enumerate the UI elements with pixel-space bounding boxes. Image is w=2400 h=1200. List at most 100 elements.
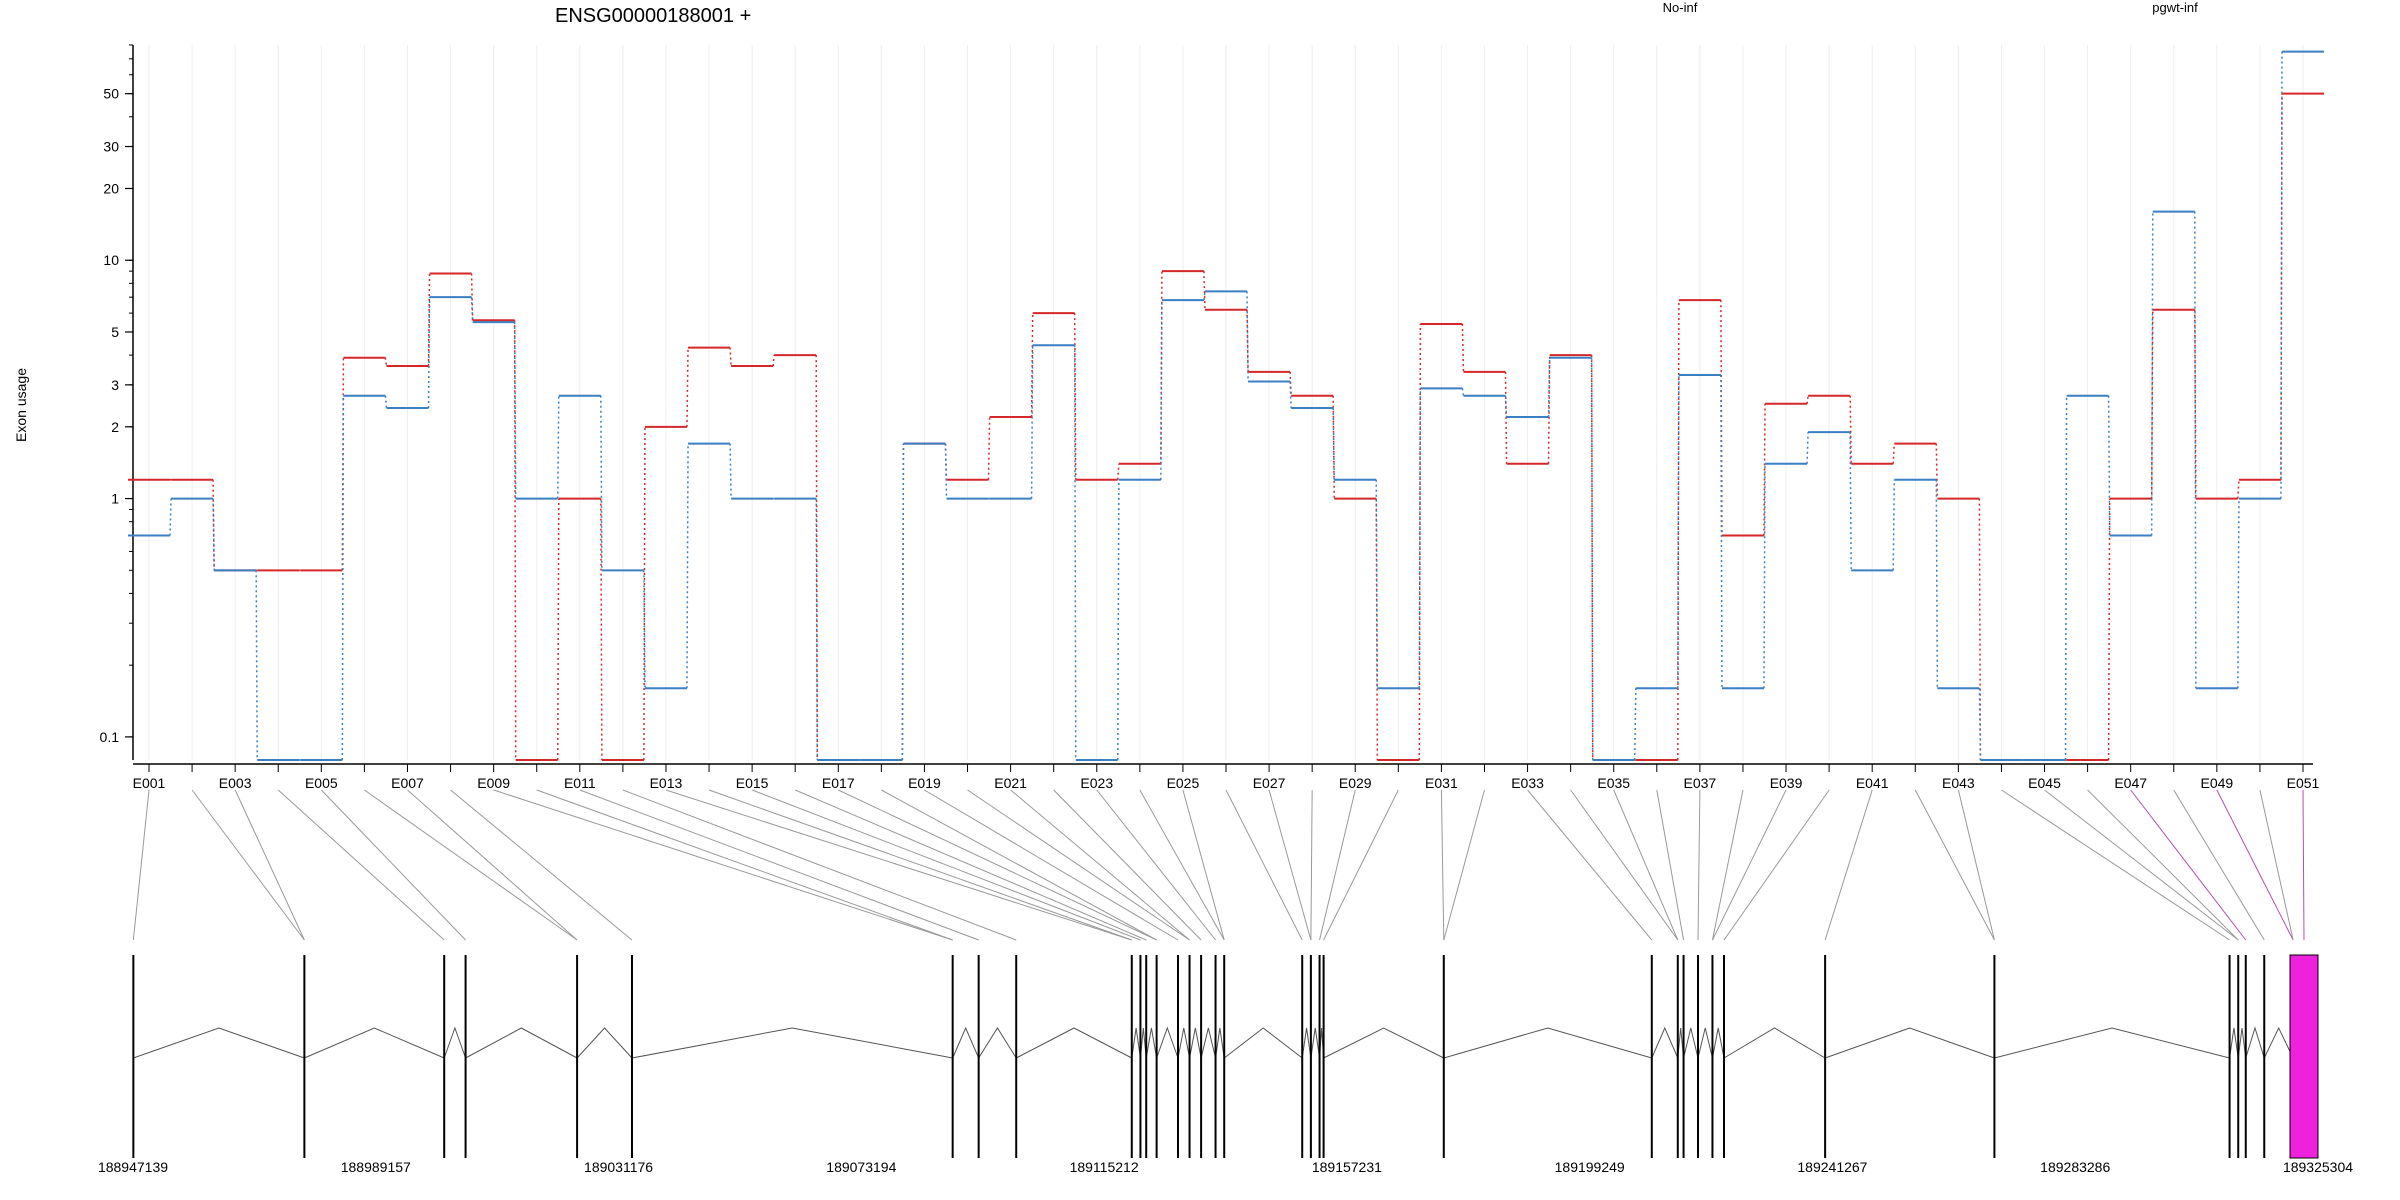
y-tick-label: 2: [111, 419, 119, 435]
y-tick-label: 3: [111, 377, 119, 393]
series-connector: [1332, 395, 1335, 499]
intron: [1651, 1026, 1679, 1059]
series-connector: [1504, 395, 1508, 417]
exon-connector: [1697, 789, 1701, 941]
intron: [1994, 1027, 2230, 1059]
coordinate-label: 189031176: [584, 1159, 653, 1175]
series-connector: [1935, 443, 1939, 499]
exon-connector: [2044, 789, 2239, 941]
series-connector: [1289, 381, 1292, 408]
y-tick-label: 50: [103, 86, 119, 102]
legend-no-inf: No-inf: [1663, 0, 1698, 15]
series-connector: [2237, 479, 2240, 499]
intron: [1189, 1027, 1202, 1059]
series-connector: [1547, 355, 1551, 464]
exon-connector: [1712, 789, 1787, 941]
series-connector: [2237, 498, 2240, 689]
series-connector: [1633, 688, 1637, 761]
x-tick-label: E005: [305, 775, 338, 791]
y-axis-label: Exon usage: [13, 368, 29, 442]
series-connector: [1763, 403, 1766, 536]
series-connector: [212, 498, 215, 571]
exon-connector: [2302, 789, 2305, 941]
series-connector: [1030, 313, 1034, 417]
exon-connector: [1656, 789, 1685, 941]
exon-connector: [1711, 789, 1744, 941]
exon-connector: [1527, 789, 1653, 941]
exon-connector: [407, 789, 578, 941]
coordinate-label: 189241267: [1797, 1159, 1867, 1175]
series-connector: [1849, 432, 1852, 571]
intron: [1824, 1027, 1995, 1059]
series-connector: [556, 498, 560, 761]
exon-connector: [191, 789, 305, 941]
intron: [465, 1027, 578, 1059]
intron: [1443, 1027, 1652, 1059]
x-tick-label: E007: [391, 775, 424, 791]
intron: [1145, 1027, 1158, 1059]
exon-connector: [132, 789, 150, 941]
series-connector: [1892, 479, 1896, 571]
exon-connectors: [132, 789, 2305, 941]
series-connector: [1677, 300, 1680, 761]
intron: [1310, 1027, 1321, 1059]
series-connector: [1246, 291, 1249, 382]
exon-connector: [320, 789, 466, 941]
intron: [1200, 1027, 1217, 1059]
exon-connector: [536, 789, 953, 941]
series-connector: [255, 570, 258, 761]
exon-connector: [622, 789, 1017, 941]
intron: [1223, 1027, 1303, 1059]
series-connector: [427, 297, 431, 408]
legend-pgwt-inf: pgwt-inf: [2152, 0, 2198, 15]
intron: [1723, 1027, 1826, 1059]
x-tick-label: E031: [1425, 775, 1458, 791]
exon-connector: [2173, 789, 2265, 941]
x-tick-label: E045: [2028, 775, 2061, 791]
exon-connector: [450, 789, 633, 941]
exon-connector: [1096, 789, 1216, 941]
x-tick-label: E027: [1253, 775, 1286, 791]
exon-connector: [1182, 789, 1225, 941]
exon-connector: [1310, 789, 1313, 941]
x-tick-label: E049: [2200, 775, 2233, 791]
exon-connector: [967, 789, 1190, 941]
exon-connector: [1957, 789, 1995, 941]
intron: [1156, 1026, 1179, 1059]
x-tick-label: E033: [1511, 775, 1544, 791]
series-connector: [1978, 498, 1982, 761]
coordinate-label: 189115212: [1070, 1159, 1139, 1175]
coordinate-label: 189325304: [2283, 1159, 2353, 1175]
exon-connector: [1914, 789, 1995, 941]
exon-connector: [708, 789, 1132, 941]
series-connector: [944, 443, 948, 499]
intron: [2229, 1027, 2239, 1059]
exon-connector: [364, 789, 578, 941]
series-connector: [341, 395, 345, 761]
exon-connector: [579, 789, 979, 941]
series-connector: [2150, 309, 2154, 499]
x-tick-label: E035: [1597, 775, 1630, 791]
series-connector: [987, 416, 991, 480]
exon-connector: [1824, 789, 1873, 941]
x-tick-label: E001: [133, 775, 166, 791]
series-connector: [384, 357, 388, 367]
series-connector: [1073, 345, 1077, 761]
exon-connector: [1053, 789, 1202, 941]
exon-connector: [1225, 789, 1303, 941]
series-connector: [1590, 357, 1594, 761]
series-connector: [1806, 395, 1809, 404]
intron: [1683, 1027, 1699, 1059]
exon-connector: [2087, 789, 2239, 941]
exon-connector: [795, 789, 1147, 941]
y-tick-label: 5: [111, 324, 119, 340]
coordinate-label: 188989157: [341, 1159, 411, 1175]
exon-connector: [1613, 789, 1679, 941]
x-tick-label: E011: [564, 775, 596, 791]
series-connector: [1117, 463, 1120, 480]
exon-connector: [234, 789, 305, 941]
exon-connector: [2001, 789, 2230, 941]
series-connector: [1504, 371, 1508, 464]
exon-connector: [1443, 789, 1485, 941]
